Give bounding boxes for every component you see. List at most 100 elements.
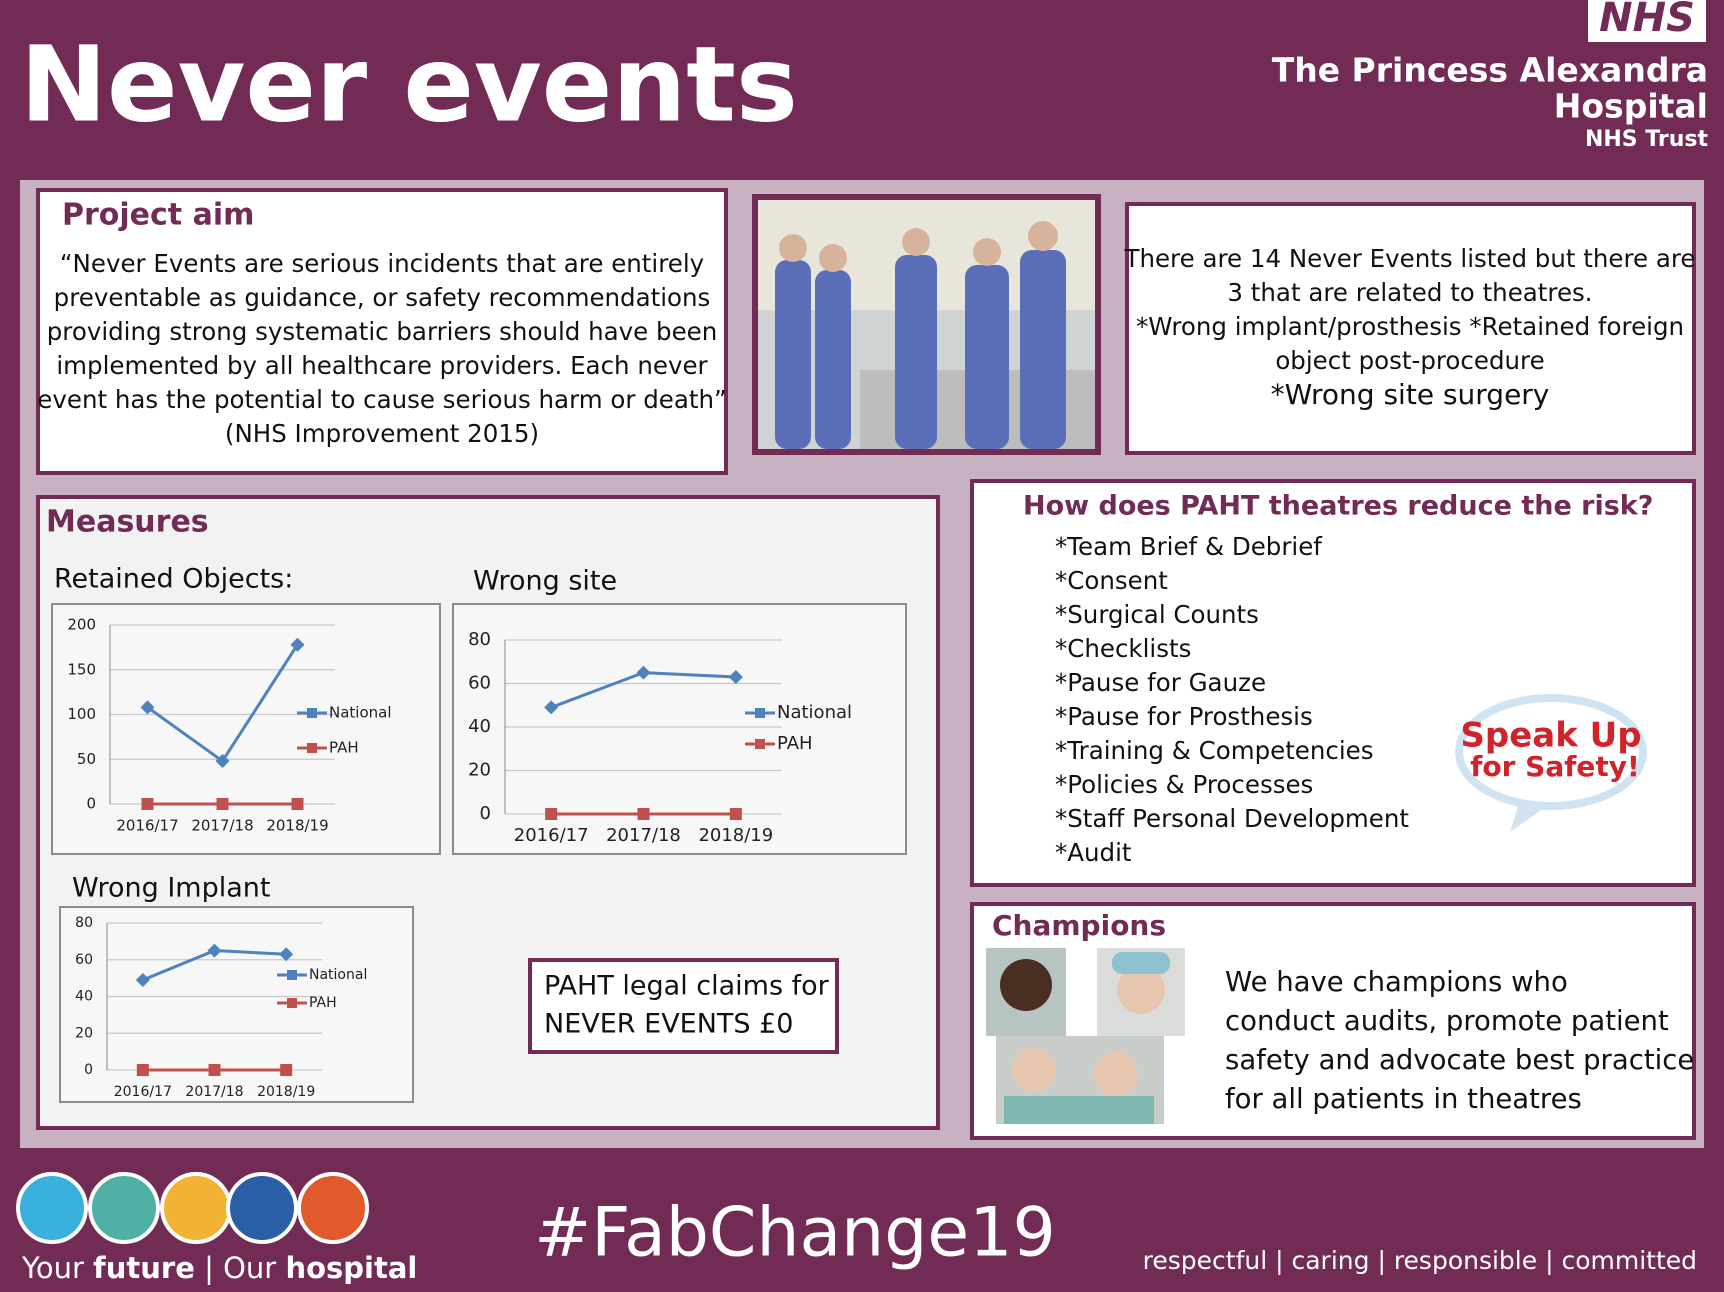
tagline-part: | Our (195, 1251, 286, 1285)
legend-label: PAH (777, 733, 813, 754)
champion-line: conduct audits, promote patient (1225, 1005, 1669, 1037)
x-tick-label: 2018/19 (266, 817, 328, 835)
risk-item: *Checklists (1055, 634, 1191, 663)
data-marker (140, 700, 155, 715)
champion-line: for all patients in theatres (1225, 1083, 1582, 1115)
champion-line: We have champions who (1225, 966, 1568, 998)
x-tick-label: 2016/17 (114, 1084, 172, 1100)
project-aim-heading: Project aim (62, 198, 254, 233)
footer-tagline: Your future | Our hospital (21, 1251, 417, 1285)
data-marker (636, 665, 651, 680)
x-tick-label: 2017/18 (606, 825, 681, 846)
data-marker (208, 1064, 221, 1076)
risk-item: *Audit (1055, 838, 1132, 867)
risk-item: *Pause for Prosthesis (1055, 702, 1313, 731)
risk-heading: How does PAHT theatres reduce the risk? (1023, 491, 1653, 522)
y-tick-label: 60 (468, 673, 491, 694)
y-tick-label: 20 (468, 760, 491, 781)
legend-label: PAH (329, 739, 359, 757)
data-marker (280, 1064, 293, 1076)
y-tick-label: 0 (480, 803, 491, 824)
chart-title: Wrong Implant (72, 873, 271, 904)
y-tick-label: 80 (75, 915, 93, 931)
champions-text: We have champions who conduct audits, pro… (1225, 966, 1694, 1115)
org-line: The Princess Alexandra (1272, 51, 1708, 90)
chart-title: Retained Objects: (54, 564, 293, 595)
risk-box (970, 479, 1696, 887)
legal-claims-box (528, 958, 839, 1054)
legal-claims-text: PAHT legal claims for NEVER EVENTS £0 (544, 971, 830, 1040)
nhs-logo: NHS (1599, 0, 1695, 41)
tagline-part: hospital (285, 1251, 417, 1285)
theatre-photo (752, 194, 1101, 455)
tagline-part: future (93, 1251, 195, 1285)
data-marker (544, 700, 559, 715)
chart-frame (452, 603, 907, 855)
x-tick-label: 2018/19 (698, 825, 773, 846)
aim-line: “Never Events are serious incidents that… (60, 249, 704, 278)
x-tick-label: 2016/17 (116, 817, 178, 835)
data-marker (729, 808, 742, 820)
chart-frame (51, 603, 441, 855)
legend-swatch (755, 739, 765, 749)
legend-label: National (309, 967, 367, 983)
legend-swatch (307, 708, 317, 718)
risk-item: *Consent (1055, 566, 1168, 595)
data-marker (290, 637, 305, 652)
info-line: 3 that are related to theatres. (1227, 278, 1592, 307)
data-marker (141, 798, 154, 810)
info-line: *Wrong site surgery (1271, 378, 1550, 411)
y-tick-label: 80 (468, 629, 491, 650)
theatres-info-text: There are 14 Never Events listed but the… (1123, 244, 1695, 411)
legend-swatch (307, 743, 317, 753)
legend-swatch (287, 998, 297, 1008)
aim-line: (NHS Improvement 2015) (225, 419, 539, 448)
x-tick-label: 2017/18 (185, 1084, 243, 1100)
champion-photos (986, 948, 1185, 1124)
badge-line: Speak Up (1460, 716, 1641, 756)
trust-values: respectful | caring | responsible | comm… (1143, 1246, 1697, 1275)
y-tick-label: 60 (75, 952, 93, 968)
aim-line: event has the potential to cause serious… (37, 385, 726, 414)
info-line: *Wrong implant/prosthesis *Retained fore… (1136, 312, 1684, 341)
aim-line: implemented by all healthcare providers.… (56, 351, 708, 380)
y-tick-label: 40 (75, 989, 93, 1005)
data-marker (216, 798, 229, 810)
y-tick-label: 0 (86, 795, 96, 813)
data-marker (291, 798, 304, 810)
x-tick-label: 2017/18 (191, 817, 253, 835)
hashtag: #FabChange19 (534, 1194, 1056, 1273)
y-tick-label: 150 (67, 660, 96, 678)
page-title: Never events (20, 23, 798, 145)
risk-item: *Policies & Processes (1055, 770, 1313, 799)
tagline-part: Your (21, 1251, 93, 1285)
data-marker (728, 669, 743, 684)
org-line: NHS Trust (1585, 127, 1709, 152)
project-aim-box (36, 188, 728, 475)
risk-list: *Team Brief & Debrief *Consent *Surgical C… (1055, 532, 1409, 867)
y-tick-label: 40 (468, 716, 491, 737)
aim-line: providing strong systematic barriers sho… (47, 317, 718, 346)
risk-item: *Training & Competencies (1055, 736, 1374, 765)
info-line: object post-procedure (1275, 346, 1544, 375)
champion-line: safety and advocate best practice (1225, 1044, 1694, 1076)
project-aim-text: “Never Events are serious incidents that… (37, 249, 726, 448)
y-tick-label: 0 (84, 1062, 93, 1078)
y-tick-label: 20 (75, 1025, 93, 1041)
y-tick-label: 200 (67, 616, 96, 634)
data-marker (207, 943, 222, 958)
theatres-info-box (1125, 202, 1696, 455)
risk-item: *Surgical Counts (1055, 600, 1259, 629)
risk-item: *Pause for Gauze (1055, 668, 1266, 697)
risk-item: *Staff Personal Development (1055, 804, 1409, 833)
data-marker (135, 972, 150, 987)
org-line: Hospital (1554, 87, 1708, 126)
data-marker (279, 947, 294, 962)
x-tick-label: 2016/17 (514, 825, 589, 846)
x-tick-label: 2018/19 (257, 1084, 315, 1100)
nhs-logo-box (1588, 0, 1706, 42)
